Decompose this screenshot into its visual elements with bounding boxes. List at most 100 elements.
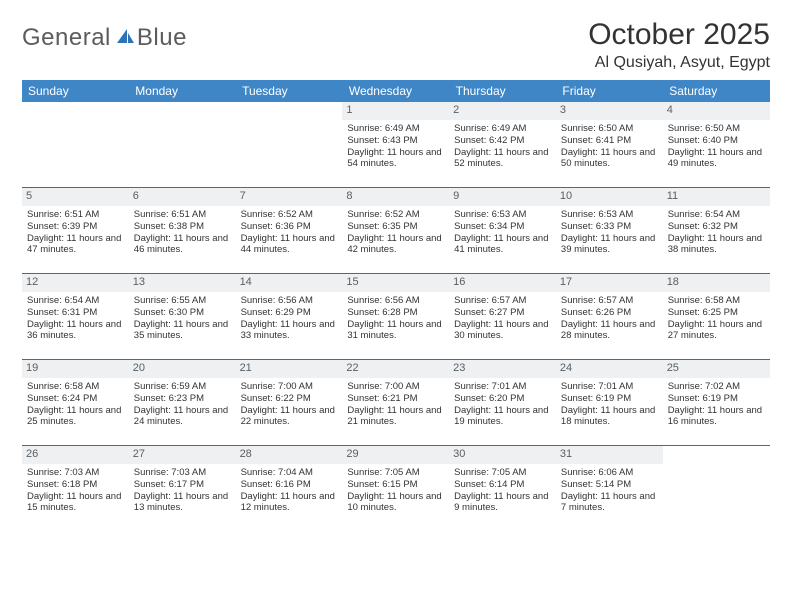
sunrise-text: Sunrise: 6:53 AM bbox=[561, 209, 658, 221]
day-cell: 25Sunrise: 7:02 AMSunset: 6:19 PMDayligh… bbox=[663, 360, 770, 446]
day-number: 17 bbox=[556, 274, 663, 292]
day-header: Friday bbox=[556, 80, 663, 102]
sunset-text: Sunset: 6:39 PM bbox=[27, 221, 124, 233]
calendar-body: 1Sunrise: 6:49 AMSunset: 6:43 PMDaylight… bbox=[22, 102, 770, 531]
day-number: 1 bbox=[342, 102, 449, 120]
calendar-page: General Blue October 2025 Al Qusiyah, As… bbox=[0, 0, 792, 549]
month-title: October 2025 bbox=[588, 18, 770, 52]
sunset-text: Sunset: 6:19 PM bbox=[561, 393, 658, 405]
daylight-text: Daylight: 11 hours and 33 minutes. bbox=[241, 319, 338, 343]
calendar-table: SundayMondayTuesdayWednesdayThursdayFrid… bbox=[22, 80, 770, 531]
sunrise-text: Sunrise: 6:49 AM bbox=[347, 123, 444, 135]
daylight-text: Daylight: 11 hours and 41 minutes. bbox=[454, 233, 551, 257]
day-cell bbox=[129, 102, 236, 188]
day-cell: 1Sunrise: 6:49 AMSunset: 6:43 PMDaylight… bbox=[342, 102, 449, 188]
day-header: Wednesday bbox=[342, 80, 449, 102]
day-number: 3 bbox=[556, 102, 663, 120]
day-cell: 13Sunrise: 6:55 AMSunset: 6:30 PMDayligh… bbox=[129, 274, 236, 360]
day-number: 6 bbox=[129, 188, 236, 206]
sunrise-text: Sunrise: 6:52 AM bbox=[241, 209, 338, 221]
sunset-text: Sunset: 6:33 PM bbox=[561, 221, 658, 233]
day-number: 12 bbox=[22, 274, 129, 292]
sunrise-text: Sunrise: 7:03 AM bbox=[134, 467, 231, 479]
day-cell: 16Sunrise: 6:57 AMSunset: 6:27 PMDayligh… bbox=[449, 274, 556, 360]
day-header: Monday bbox=[129, 80, 236, 102]
sunrise-text: Sunrise: 6:55 AM bbox=[134, 295, 231, 307]
day-header: Thursday bbox=[449, 80, 556, 102]
sunset-text: Sunset: 6:19 PM bbox=[668, 393, 765, 405]
sunset-text: Sunset: 6:21 PM bbox=[347, 393, 444, 405]
sunset-text: Sunset: 6:34 PM bbox=[454, 221, 551, 233]
day-number: 11 bbox=[663, 188, 770, 206]
day-number: 18 bbox=[663, 274, 770, 292]
day-header: Sunday bbox=[22, 80, 129, 102]
sunset-text: Sunset: 6:15 PM bbox=[347, 479, 444, 491]
week-row: 5 Sunrise: 6:51 AMSunset: 6:39 PM Daylight… bbox=[22, 188, 770, 274]
day-number: 5 bbox=[22, 188, 129, 206]
daylight-text: Daylight: 11 hours and 18 minutes. bbox=[561, 405, 658, 429]
sunset-text: Sunset: 6:32 PM bbox=[668, 221, 765, 233]
daylight-text: Daylight: 11 hours and 19 minutes. bbox=[454, 405, 551, 429]
sunset-text: Sunset: 6:23 PM bbox=[134, 393, 231, 405]
sunrise-text: Sunrise: 6:50 AM bbox=[561, 123, 658, 135]
sunset-text: Sunset: 6:16 PM bbox=[241, 479, 338, 491]
sunset-text: Sunset: 6:41 PM bbox=[561, 135, 658, 147]
location: Al Qusiyah, Asyut, Egypt bbox=[588, 54, 770, 72]
day-number: 19 bbox=[22, 360, 129, 378]
day-cell: 15Sunrise: 6:56 AMSunset: 6:28 PMDayligh… bbox=[342, 274, 449, 360]
day-cell: 23Sunrise: 7:01 AMSunset: 6:20 PMDayligh… bbox=[449, 360, 556, 446]
day-number: 8 bbox=[342, 188, 449, 206]
sunset-text: Sunset: 6:14 PM bbox=[454, 479, 551, 491]
day-cell: 8Sunrise: 6:52 AMSunset: 6:35 PMDaylight… bbox=[342, 188, 449, 274]
day-number: 15 bbox=[342, 274, 449, 292]
daylight-text: Daylight: 11 hours and 42 minutes. bbox=[347, 233, 444, 257]
day-number: 14 bbox=[236, 274, 343, 292]
sunrise-text: Sunrise: 6:56 AM bbox=[241, 295, 338, 307]
sunrise-text: Sunrise: 6:51 AM bbox=[27, 209, 124, 221]
sunrise-text: Sunrise: 7:01 AM bbox=[454, 381, 551, 393]
day-cell: 20Sunrise: 6:59 AMSunset: 6:23 PMDayligh… bbox=[129, 360, 236, 446]
day-cell: 29Sunrise: 7:05 AMSunset: 6:15 PMDayligh… bbox=[342, 446, 449, 531]
daylight-text: Daylight: 11 hours and 50 minutes. bbox=[561, 147, 658, 171]
sunrise-text: Sunrise: 7:01 AM bbox=[561, 381, 658, 393]
week-row: 1Sunrise: 6:49 AMSunset: 6:43 PMDaylight… bbox=[22, 102, 770, 188]
day-number: 24 bbox=[556, 360, 663, 378]
day-number: 22 bbox=[342, 360, 449, 378]
day-cell: 12Sunrise: 6:54 AMSunset: 6:31 PMDayligh… bbox=[22, 274, 129, 360]
day-cell: 7Sunrise: 6:52 AMSunset: 6:36 PMDaylight… bbox=[236, 188, 343, 274]
sunrise-text: Sunrise: 7:02 AM bbox=[668, 381, 765, 393]
daylight-text: Daylight: 11 hours and 12 minutes. bbox=[241, 491, 338, 515]
week-row: 12Sunrise: 6:54 AMSunset: 6:31 PMDayligh… bbox=[22, 274, 770, 360]
day-cell: 17Sunrise: 6:57 AMSunset: 6:26 PMDayligh… bbox=[556, 274, 663, 360]
sunset-text: Sunset: 6:35 PM bbox=[347, 221, 444, 233]
day-cell: 19Sunrise: 6:58 AMSunset: 6:24 PMDayligh… bbox=[22, 360, 129, 446]
daylight-text: Daylight: 11 hours and 7 minutes. bbox=[561, 491, 658, 515]
day-number: 27 bbox=[129, 446, 236, 464]
daylight-text: Daylight: 11 hours and 39 minutes. bbox=[561, 233, 658, 257]
sunrise-text: Sunrise: 6:56 AM bbox=[347, 295, 444, 307]
daylight-text: Daylight: 11 hours and 36 minutes. bbox=[27, 319, 124, 343]
sunrise-text: Sunrise: 7:00 AM bbox=[241, 381, 338, 393]
sunset-text: Sunset: 6:22 PM bbox=[241, 393, 338, 405]
sunset-text: Sunset: 6:27 PM bbox=[454, 307, 551, 319]
day-header: Tuesday bbox=[236, 80, 343, 102]
daylight-text: Daylight: 11 hours and 21 minutes. bbox=[347, 405, 444, 429]
week-row: 19Sunrise: 6:58 AMSunset: 6:24 PMDayligh… bbox=[22, 360, 770, 446]
sunset-text: Sunset: 6:30 PM bbox=[134, 307, 231, 319]
daylight-text: Daylight: 11 hours and 46 minutes. bbox=[134, 233, 231, 257]
sunrise-text: Sunrise: 6:59 AM bbox=[134, 381, 231, 393]
week-row: 26Sunrise: 7:03 AMSunset: 6:18 PMDayligh… bbox=[22, 446, 770, 531]
day-cell: 3 Sunrise: 6:50 AMSunset: 6:41 PMDaylight… bbox=[556, 102, 663, 188]
sunrise-text: Sunrise: 6:58 AM bbox=[27, 381, 124, 393]
day-number: 28 bbox=[236, 446, 343, 464]
day-number: 31 bbox=[556, 446, 663, 464]
day-cell: 27Sunrise: 7:03 AMSunset: 6:17 PMDayligh… bbox=[129, 446, 236, 531]
day-cell: 31Sunrise: 6:06 AMSunset: 5:14 PMDayligh… bbox=[556, 446, 663, 531]
daylight-text: Daylight: 11 hours and 15 minutes. bbox=[27, 491, 124, 515]
day-cell: 26Sunrise: 7:03 AMSunset: 6:18 PMDayligh… bbox=[22, 446, 129, 531]
day-number: 16 bbox=[449, 274, 556, 292]
day-number: 30 bbox=[449, 446, 556, 464]
day-number: 21 bbox=[236, 360, 343, 378]
logo-text-2: Blue bbox=[137, 24, 187, 52]
sunrise-text: Sunrise: 6:53 AM bbox=[454, 209, 551, 221]
